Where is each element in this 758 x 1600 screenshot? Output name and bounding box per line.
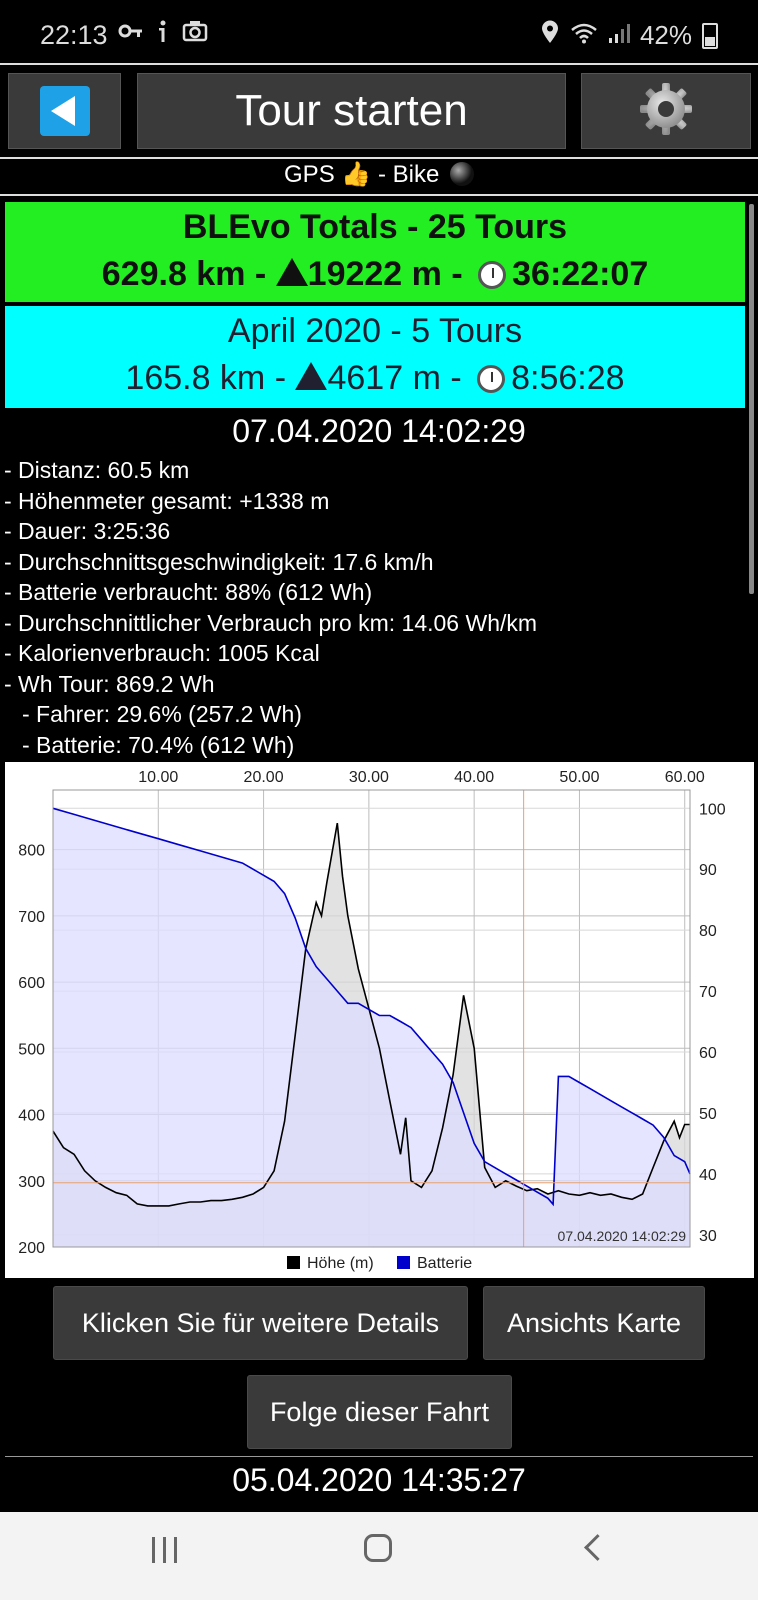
month-panel: April 2020 - 5 Tours 165.8 km - 4617 m -… [5,306,745,408]
y-right-tick-label: 60 [699,1045,717,1062]
list-divider [5,1456,753,1457]
y-right-tick-label: 80 [699,923,717,940]
detail-sub-line: - Fahrer: 29.6% (257.2 Wh) [22,701,302,727]
month-duration: 8:56:28 [511,359,625,397]
legend-label-1: Batterie [417,1255,472,1272]
series-line-1 [52,807,691,1207]
detail-line: - Kalorienverbrauch: 1005 Kcal [4,640,320,666]
y-left-tick-label: 200 [18,1240,45,1257]
home-button[interactable] [364,1534,392,1562]
detail-line: - Dauer: 3:25:36 [4,518,171,544]
y-left-tick-label: 500 [18,1041,45,1058]
info-icon [158,20,168,50]
detail-sub-line: - Batterie: 70.4% (612 Wh) [22,731,295,758]
battery-icon [702,22,718,49]
follow-ride-button[interactable]: Folge dieser Fahrt [247,1375,512,1449]
plot-border [52,789,691,1248]
signal-icon [608,20,630,51]
thumbs-up-icon: 👍 [341,161,372,188]
y-left-tick-label: 800 [18,843,45,860]
start-tour-button[interactable]: Tour starten [137,73,566,149]
triangle-icon [275,258,308,286]
camera-icon [182,20,208,50]
nav-back-button[interactable] [584,1534,611,1561]
more-details-button[interactable]: Klicken Sie für weitere Details [53,1286,468,1360]
wifi-icon [570,20,598,51]
next-tour-date: 05.04.2020 14:35:27 [232,1462,526,1498]
chart-timestamp: 07.04.2020 14:02:29 [558,1228,687,1244]
series-line-0 [52,822,690,1207]
stopwatch-icon [477,365,506,393]
gps-status: GPS 👍 - Bike [0,160,758,189]
status-bar: 22:13 42% [0,0,758,70]
y-right-tick-label: 70 [699,984,717,1001]
status-left-icons [118,20,208,50]
detail-line: - Durchschnittsgeschwindigkeit: 17.6 km/… [4,548,434,575]
view-map-button[interactable]: Ansichts Karte [483,1286,705,1360]
totals-stats: 629.8 km - 19222 m - 36:22:07 [5,255,745,294]
x-tick-label: 50.00 [559,769,599,786]
y-right-tick-label: 100 [699,801,726,818]
detail-line: - Distanz: 60.5 km [4,457,190,483]
totals-panel: BLEvo Totals - 25 Tours 629.8 km - 19222… [5,202,745,302]
totals-duration: 36:22:07 [512,255,649,293]
gps-divider [0,194,758,196]
legend-swatch-1 [397,1256,410,1269]
back-button[interactable] [8,73,121,149]
gps-label: GPS [284,161,335,188]
back-icon [39,86,90,136]
header-bottom-divider [0,157,758,159]
x-tick-label: 40.00 [454,769,494,786]
y-left-tick-label: 600 [18,975,45,992]
location-icon [540,20,560,51]
header-top-divider [0,63,758,65]
totals-title: BLEvo Totals - 25 Tours [182,208,568,246]
key-icon [118,20,144,50]
totals-climb: 19222 m - [307,255,463,293]
y-left-tick-label: 700 [18,909,45,926]
settings-button[interactable] [581,73,751,149]
month-climb: 4617 m - [327,359,462,397]
tour-chart[interactable]: 10.00 20.00 30.00 40.00 50.00 60.00 800 700 600 5… [5,762,754,1278]
series-area-1 [53,808,690,1247]
y-right-tick-label: 30 [699,1228,717,1245]
x-tick-label: 60.00 [665,769,705,786]
y-right-tick-label: 90 [699,862,717,879]
y-right-tick-label: 50 [699,1106,717,1123]
ball-icon [449,162,474,186]
x-tick-label: 30.00 [349,769,389,786]
legend-label-0: Höhe (m) [307,1255,374,1272]
legend-swatch-0 [287,1256,300,1269]
recent-apps-button[interactable] [152,1537,177,1563]
status-right-icons: 42% [540,20,718,51]
chart-svg: 10.00 20.00 30.00 40.00 50.00 60.00 800 700 600 5… [18,769,726,1272]
triangle-icon [295,362,328,390]
scrollbar[interactable] [749,204,754,594]
totals-distance: 629.8 km - [101,255,267,293]
gear-icon [638,81,694,142]
tour-date: 07.04.2020 14:02:29 [232,413,526,449]
battery-percent: 42% [639,20,692,50]
detail-line: - Batterie verbraucht: 88% (612 Wh) [4,579,373,605]
navigation-bar [0,1512,758,1600]
x-tick-label: 20.00 [244,769,284,786]
y-right-tick-label: 40 [699,1167,717,1184]
x-tick-label: 10.00 [138,769,178,786]
month-stats: 165.8 km - 4617 m - 8:56:28 [5,359,745,398]
stopwatch-icon [478,261,507,289]
detail-line: - Höhenmeter gesamt: +1338 m [4,487,330,514]
month-distance: 165.8 km - [125,359,287,397]
y-left-tick-label: 300 [18,1174,45,1191]
month-title: April 2020 - 5 Tours [227,312,523,350]
tour-details: - Distanz: 60.5 km - Höhenmeter gesamt: … [4,455,537,760]
y-left-tick-label: 400 [18,1108,45,1125]
bike-label: - Bike [377,161,440,188]
detail-line: - Wh Tour: 869.2 Wh [4,670,215,697]
status-time: 22:13 [40,20,108,50]
detail-line: - Durchschnittlicher Verbrauch pro km: 1… [4,609,538,636]
